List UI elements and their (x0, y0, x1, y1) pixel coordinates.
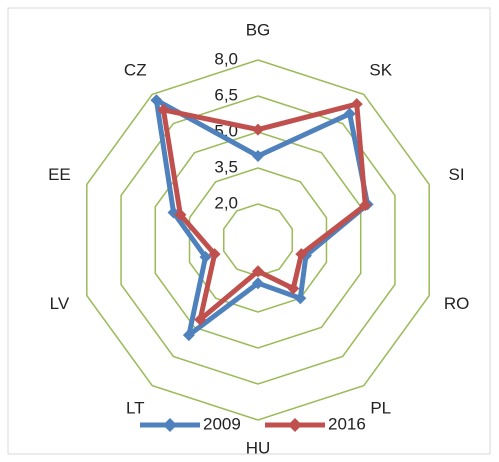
chart-frame (7, 7, 491, 455)
marker (194, 313, 207, 326)
legend-marker (163, 418, 177, 432)
y-tick-label: 6,5 (214, 85, 238, 104)
marker (199, 251, 212, 264)
y-tick-label: 2,0 (214, 193, 238, 212)
marker (287, 282, 300, 295)
marker (295, 248, 308, 261)
category-label: EE (48, 165, 71, 184)
category-label: SI (449, 165, 465, 184)
category-label: RO (444, 294, 470, 313)
legend-marker (288, 418, 302, 432)
y-tick-label: 3,5 (214, 157, 238, 176)
category-label: HU (246, 438, 271, 457)
marker (350, 98, 363, 111)
category-label: SK (369, 61, 392, 80)
marker (252, 277, 264, 290)
marker (343, 107, 356, 120)
marker (252, 150, 264, 162)
y-tick-label: 8,0 (214, 49, 238, 68)
grid-ring (188, 167, 328, 313)
marker (252, 123, 264, 136)
category-label: PL (370, 398, 391, 417)
marker (174, 208, 187, 221)
grid-ring (86, 59, 430, 421)
legend-label: 2009 (203, 414, 241, 433)
legend-label: 2016 (328, 414, 366, 433)
marker (359, 199, 372, 212)
category-label: LV (50, 294, 70, 313)
category-label: CZ (124, 61, 147, 80)
grid-ring (120, 95, 396, 385)
marker (157, 103, 170, 116)
marker (182, 329, 195, 342)
marker (208, 248, 221, 261)
marker (252, 265, 264, 278)
category-label: LT (126, 398, 145, 417)
category-label: BG (246, 21, 271, 40)
marker (294, 292, 307, 305)
marker (150, 94, 163, 107)
